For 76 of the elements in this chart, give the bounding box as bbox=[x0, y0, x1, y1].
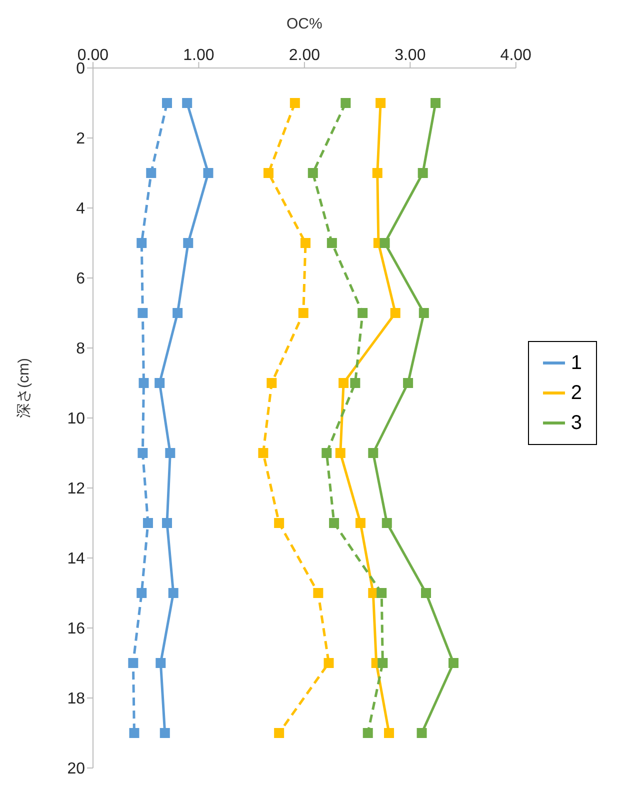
point bbox=[274, 518, 284, 528]
x-tick-label: 1.00 bbox=[183, 47, 214, 64]
point bbox=[403, 378, 414, 388]
point bbox=[290, 98, 300, 108]
point bbox=[335, 448, 346, 458]
point bbox=[376, 98, 386, 108]
point bbox=[136, 238, 147, 248]
point bbox=[308, 168, 318, 178]
point bbox=[382, 518, 392, 528]
point bbox=[378, 658, 388, 668]
point bbox=[324, 658, 334, 668]
point bbox=[146, 168, 156, 178]
point bbox=[138, 378, 149, 388]
point bbox=[350, 378, 360, 388]
y-tick-label: 20 bbox=[67, 760, 86, 778]
point bbox=[274, 728, 284, 738]
y-tick-label: 6 bbox=[76, 270, 86, 288]
point bbox=[160, 728, 170, 738]
point bbox=[162, 98, 172, 108]
x-tick-label: 2.00 bbox=[288, 47, 320, 64]
point bbox=[203, 168, 214, 178]
point bbox=[362, 728, 373, 738]
point bbox=[300, 238, 310, 248]
point bbox=[142, 518, 153, 528]
point bbox=[338, 378, 349, 388]
point bbox=[313, 588, 324, 598]
point bbox=[154, 378, 165, 388]
point bbox=[129, 728, 140, 738]
point bbox=[416, 728, 427, 738]
y-tick-label: 12 bbox=[67, 480, 86, 498]
point bbox=[329, 518, 340, 528]
y-tick-label: 10 bbox=[67, 410, 86, 428]
x-tick-label: 3.00 bbox=[394, 47, 426, 64]
y-axis-title: 深さ(cm) bbox=[15, 358, 32, 418]
point bbox=[322, 448, 332, 458]
point bbox=[358, 308, 368, 318]
y-tick-label: 14 bbox=[67, 550, 86, 568]
point bbox=[368, 448, 378, 458]
x-tick-label: 4.00 bbox=[500, 47, 532, 64]
point bbox=[182, 98, 192, 108]
point bbox=[418, 168, 428, 178]
point bbox=[172, 308, 183, 318]
point bbox=[448, 658, 458, 668]
point bbox=[418, 308, 429, 318]
point bbox=[183, 238, 194, 248]
point bbox=[258, 448, 268, 458]
y-tick-label: 2 bbox=[76, 130, 86, 148]
point bbox=[390, 308, 400, 318]
point bbox=[380, 238, 390, 248]
point bbox=[298, 308, 308, 318]
point bbox=[263, 168, 274, 178]
y-tick-label: 4 bbox=[76, 200, 86, 218]
point bbox=[372, 168, 382, 178]
x-axis-title: OC% bbox=[286, 16, 322, 33]
y-tick-label: 18 bbox=[67, 690, 86, 708]
point bbox=[266, 378, 277, 388]
point bbox=[136, 588, 147, 598]
point bbox=[162, 518, 172, 528]
point bbox=[165, 448, 176, 458]
point bbox=[128, 658, 138, 668]
y-tick-label: 8 bbox=[76, 340, 86, 358]
point bbox=[421, 588, 432, 598]
legend-label: 3 bbox=[570, 411, 582, 436]
point bbox=[138, 448, 148, 458]
point bbox=[340, 98, 351, 108]
point bbox=[355, 518, 366, 528]
legend-label: 1 bbox=[570, 351, 582, 376]
y-tick-label: 16 bbox=[67, 620, 86, 638]
point bbox=[384, 728, 394, 738]
point bbox=[168, 588, 178, 598]
point bbox=[156, 658, 166, 668]
legend-label: 2 bbox=[570, 381, 582, 406]
point bbox=[138, 308, 148, 318]
point bbox=[326, 238, 337, 248]
point bbox=[430, 98, 441, 108]
point bbox=[376, 588, 387, 598]
